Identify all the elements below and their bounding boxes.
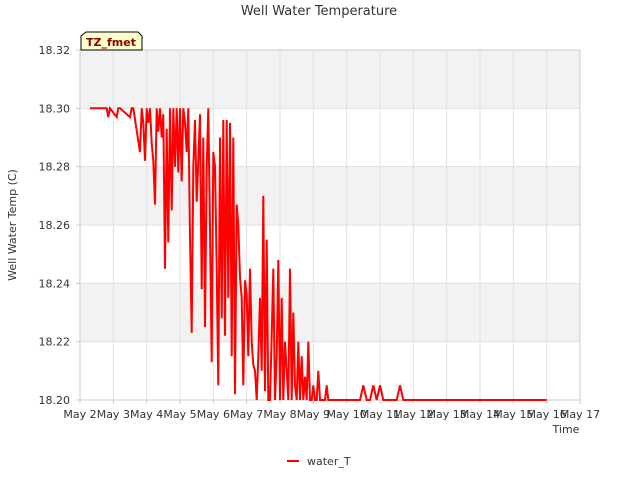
y-tick-label: 18.26: [39, 219, 71, 232]
x-tick-label: May 8: [263, 408, 296, 421]
series-line-water-t: [90, 105, 547, 401]
y-axis-label: Well Water Temp (C): [6, 169, 19, 281]
site-label-box: [80, 31, 143, 51]
x-axis-ticks: May 2 May 3 May 4 May 5 May 6 May 7 May 8 May 9…: [63, 400, 600, 421]
x-tick-label: May 5: [163, 408, 196, 421]
plot-band: [80, 50, 580, 109]
x-tick-label: May 16: [527, 408, 567, 421]
plot-band: [80, 225, 580, 284]
y-axis-ticks: 18.20 18.22 18.24 18.26 18.28 18.30 18.32: [39, 44, 80, 407]
x-tick-label: May 17: [560, 408, 600, 421]
legend-label-water-t: water_T: [307, 455, 351, 468]
y-tick-label: 18.30: [39, 102, 71, 115]
y-tick-label: 18.28: [39, 161, 71, 174]
x-tick-label: May 14: [460, 408, 500, 421]
x-tick-label: May 10: [327, 408, 367, 421]
x-tick-label: May 4: [130, 408, 163, 421]
x-tick-label: May 9: [297, 408, 330, 421]
x-tick-label: May 13: [427, 408, 467, 421]
y-tick-label: 18.32: [39, 44, 71, 57]
x-tick-label: May 6: [197, 408, 230, 421]
x-tick-label: May 3: [97, 408, 130, 421]
site-label-text: TZ_fmet: [86, 36, 136, 49]
x-tick-label: May 12: [393, 408, 433, 421]
chart-title: Well Water Temperature: [241, 4, 397, 19]
x-tick-label: May 2: [63, 408, 96, 421]
legend: water_T: [287, 455, 351, 468]
y-tick-label: 18.20: [39, 394, 71, 407]
y-tick-label: 18.24: [39, 277, 71, 290]
y-tick-label: 18.22: [39, 336, 71, 349]
plot-band: [80, 283, 580, 342]
x-tick-label: May 11: [360, 408, 400, 421]
site-label-badge: TZ_fmet: [80, 31, 143, 51]
x-axis-label: Time: [552, 423, 580, 436]
x-tick-label: May 7: [230, 408, 263, 421]
plot-band: [80, 341, 580, 400]
x-tick-label: May 15: [493, 408, 533, 421]
